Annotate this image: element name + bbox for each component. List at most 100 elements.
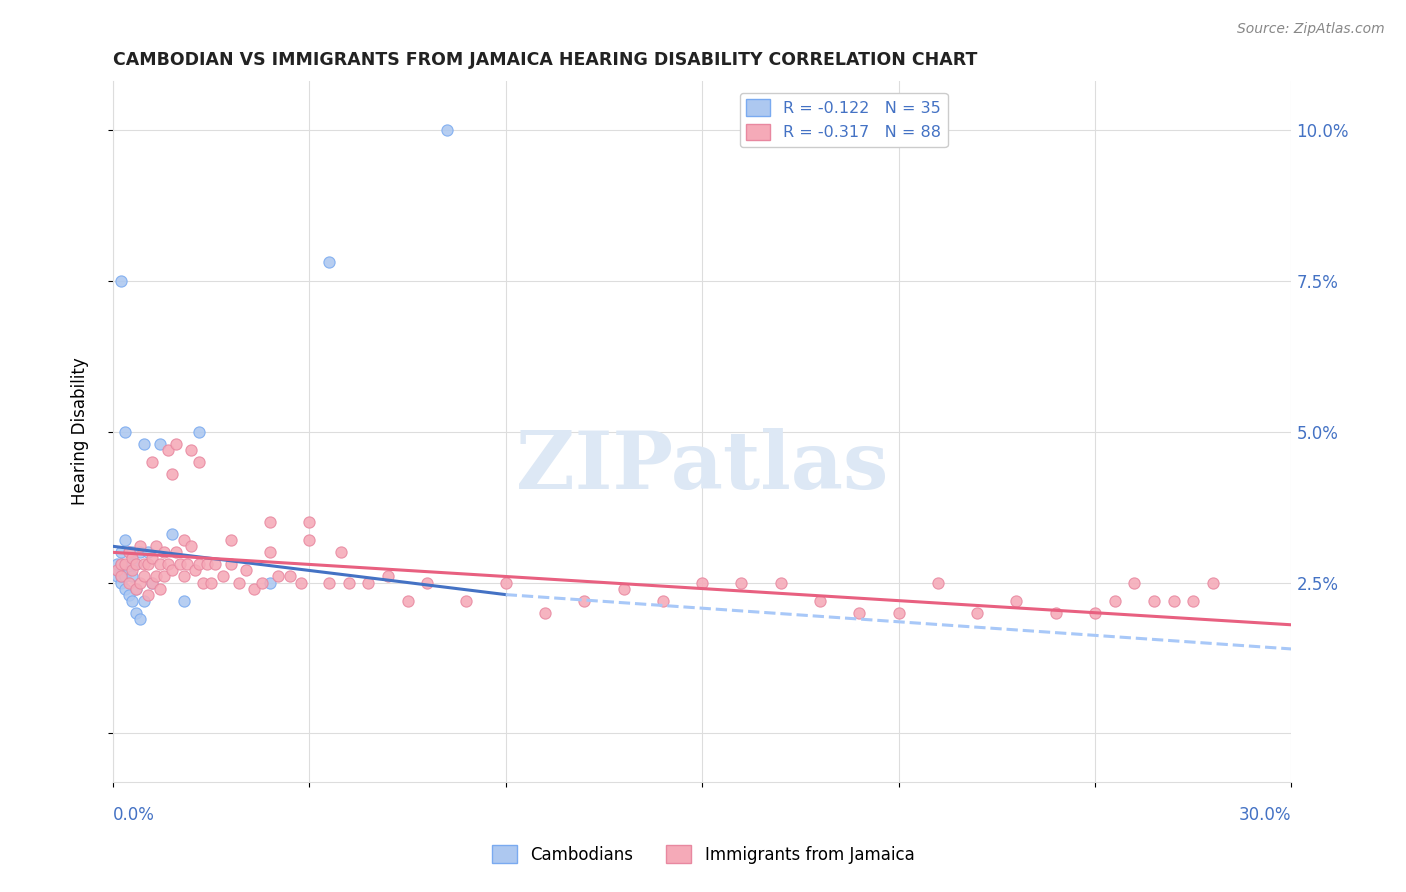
Point	[212, 569, 235, 583]
Point	[318, 255, 340, 269]
Point	[173, 593, 195, 607]
Legend: R = -0.122   N = 35, R = -0.317   N = 88: R = -0.122 N = 35, R = -0.317 N = 88	[740, 93, 948, 147]
Legend: Cambodians, Immigrants from Jamaica: Cambodians, Immigrants from Jamaica	[485, 838, 921, 871]
Point	[156, 558, 179, 572]
Point	[105, 569, 128, 583]
Point	[180, 442, 202, 457]
Point	[651, 593, 673, 607]
Point	[156, 442, 179, 457]
Point	[134, 558, 156, 572]
Point	[357, 575, 380, 590]
Point	[195, 558, 218, 572]
Point	[121, 593, 143, 607]
Point	[141, 575, 163, 590]
Point	[110, 575, 132, 590]
Point	[808, 593, 831, 607]
Point	[129, 539, 152, 553]
Point	[927, 575, 949, 590]
Text: Source: ZipAtlas.com: Source: ZipAtlas.com	[1237, 22, 1385, 37]
Point	[114, 558, 136, 572]
Point	[219, 558, 242, 572]
Point	[219, 533, 242, 548]
Point	[114, 533, 136, 548]
Point	[105, 564, 128, 578]
Point	[125, 558, 148, 572]
Point	[1005, 593, 1028, 607]
Point	[267, 569, 290, 583]
Point	[160, 564, 183, 578]
Point	[259, 575, 281, 590]
Point	[769, 575, 792, 590]
Point	[298, 533, 321, 548]
Point	[243, 582, 266, 596]
Point	[290, 575, 312, 590]
Point	[318, 575, 340, 590]
Point	[117, 588, 139, 602]
Point	[134, 436, 156, 450]
Point	[377, 569, 399, 583]
Point	[110, 558, 132, 572]
Point	[117, 545, 139, 559]
Point	[110, 545, 132, 559]
Point	[1045, 606, 1067, 620]
Point	[117, 545, 139, 559]
Point	[134, 593, 156, 607]
Point	[278, 569, 301, 583]
Point	[173, 533, 195, 548]
Text: 30.0%: 30.0%	[1239, 806, 1292, 824]
Point	[125, 606, 148, 620]
Point	[160, 467, 183, 481]
Point	[176, 558, 198, 572]
Point	[887, 606, 910, 620]
Point	[117, 564, 139, 578]
Point	[121, 551, 143, 566]
Point	[121, 545, 143, 559]
Point	[129, 545, 152, 559]
Point	[235, 564, 257, 578]
Point	[105, 558, 128, 572]
Point	[125, 558, 148, 572]
Point	[259, 515, 281, 529]
Point	[1104, 593, 1126, 607]
Point	[134, 569, 156, 583]
Point	[690, 575, 713, 590]
Point	[1123, 575, 1146, 590]
Point	[129, 612, 152, 626]
Point	[149, 436, 172, 450]
Point	[204, 558, 226, 572]
Point	[160, 527, 183, 541]
Point	[136, 558, 159, 572]
Point	[613, 582, 636, 596]
Point	[1084, 606, 1107, 620]
Point	[173, 569, 195, 583]
Y-axis label: Hearing Disability: Hearing Disability	[72, 358, 89, 506]
Point	[136, 588, 159, 602]
Text: CAMBODIAN VS IMMIGRANTS FROM JAMAICA HEARING DISABILITY CORRELATION CHART: CAMBODIAN VS IMMIGRANTS FROM JAMAICA HEA…	[112, 51, 977, 69]
Point	[141, 455, 163, 469]
Point	[193, 575, 215, 590]
Point	[153, 545, 176, 559]
Point	[136, 545, 159, 559]
Point	[121, 564, 143, 578]
Text: 0.0%: 0.0%	[112, 806, 155, 824]
Point	[149, 558, 172, 572]
Point	[110, 569, 132, 583]
Point	[329, 545, 352, 559]
Point	[180, 539, 202, 553]
Point	[1182, 593, 1205, 607]
Point	[396, 593, 419, 607]
Point	[129, 575, 152, 590]
Point	[1143, 593, 1166, 607]
Point	[145, 569, 167, 583]
Point	[574, 593, 596, 607]
Point	[114, 569, 136, 583]
Point	[114, 582, 136, 596]
Point	[966, 606, 988, 620]
Point	[105, 564, 128, 578]
Point	[121, 569, 143, 583]
Point	[153, 569, 176, 583]
Point	[165, 545, 187, 559]
Point	[110, 569, 132, 583]
Point	[149, 582, 172, 596]
Point	[141, 551, 163, 566]
